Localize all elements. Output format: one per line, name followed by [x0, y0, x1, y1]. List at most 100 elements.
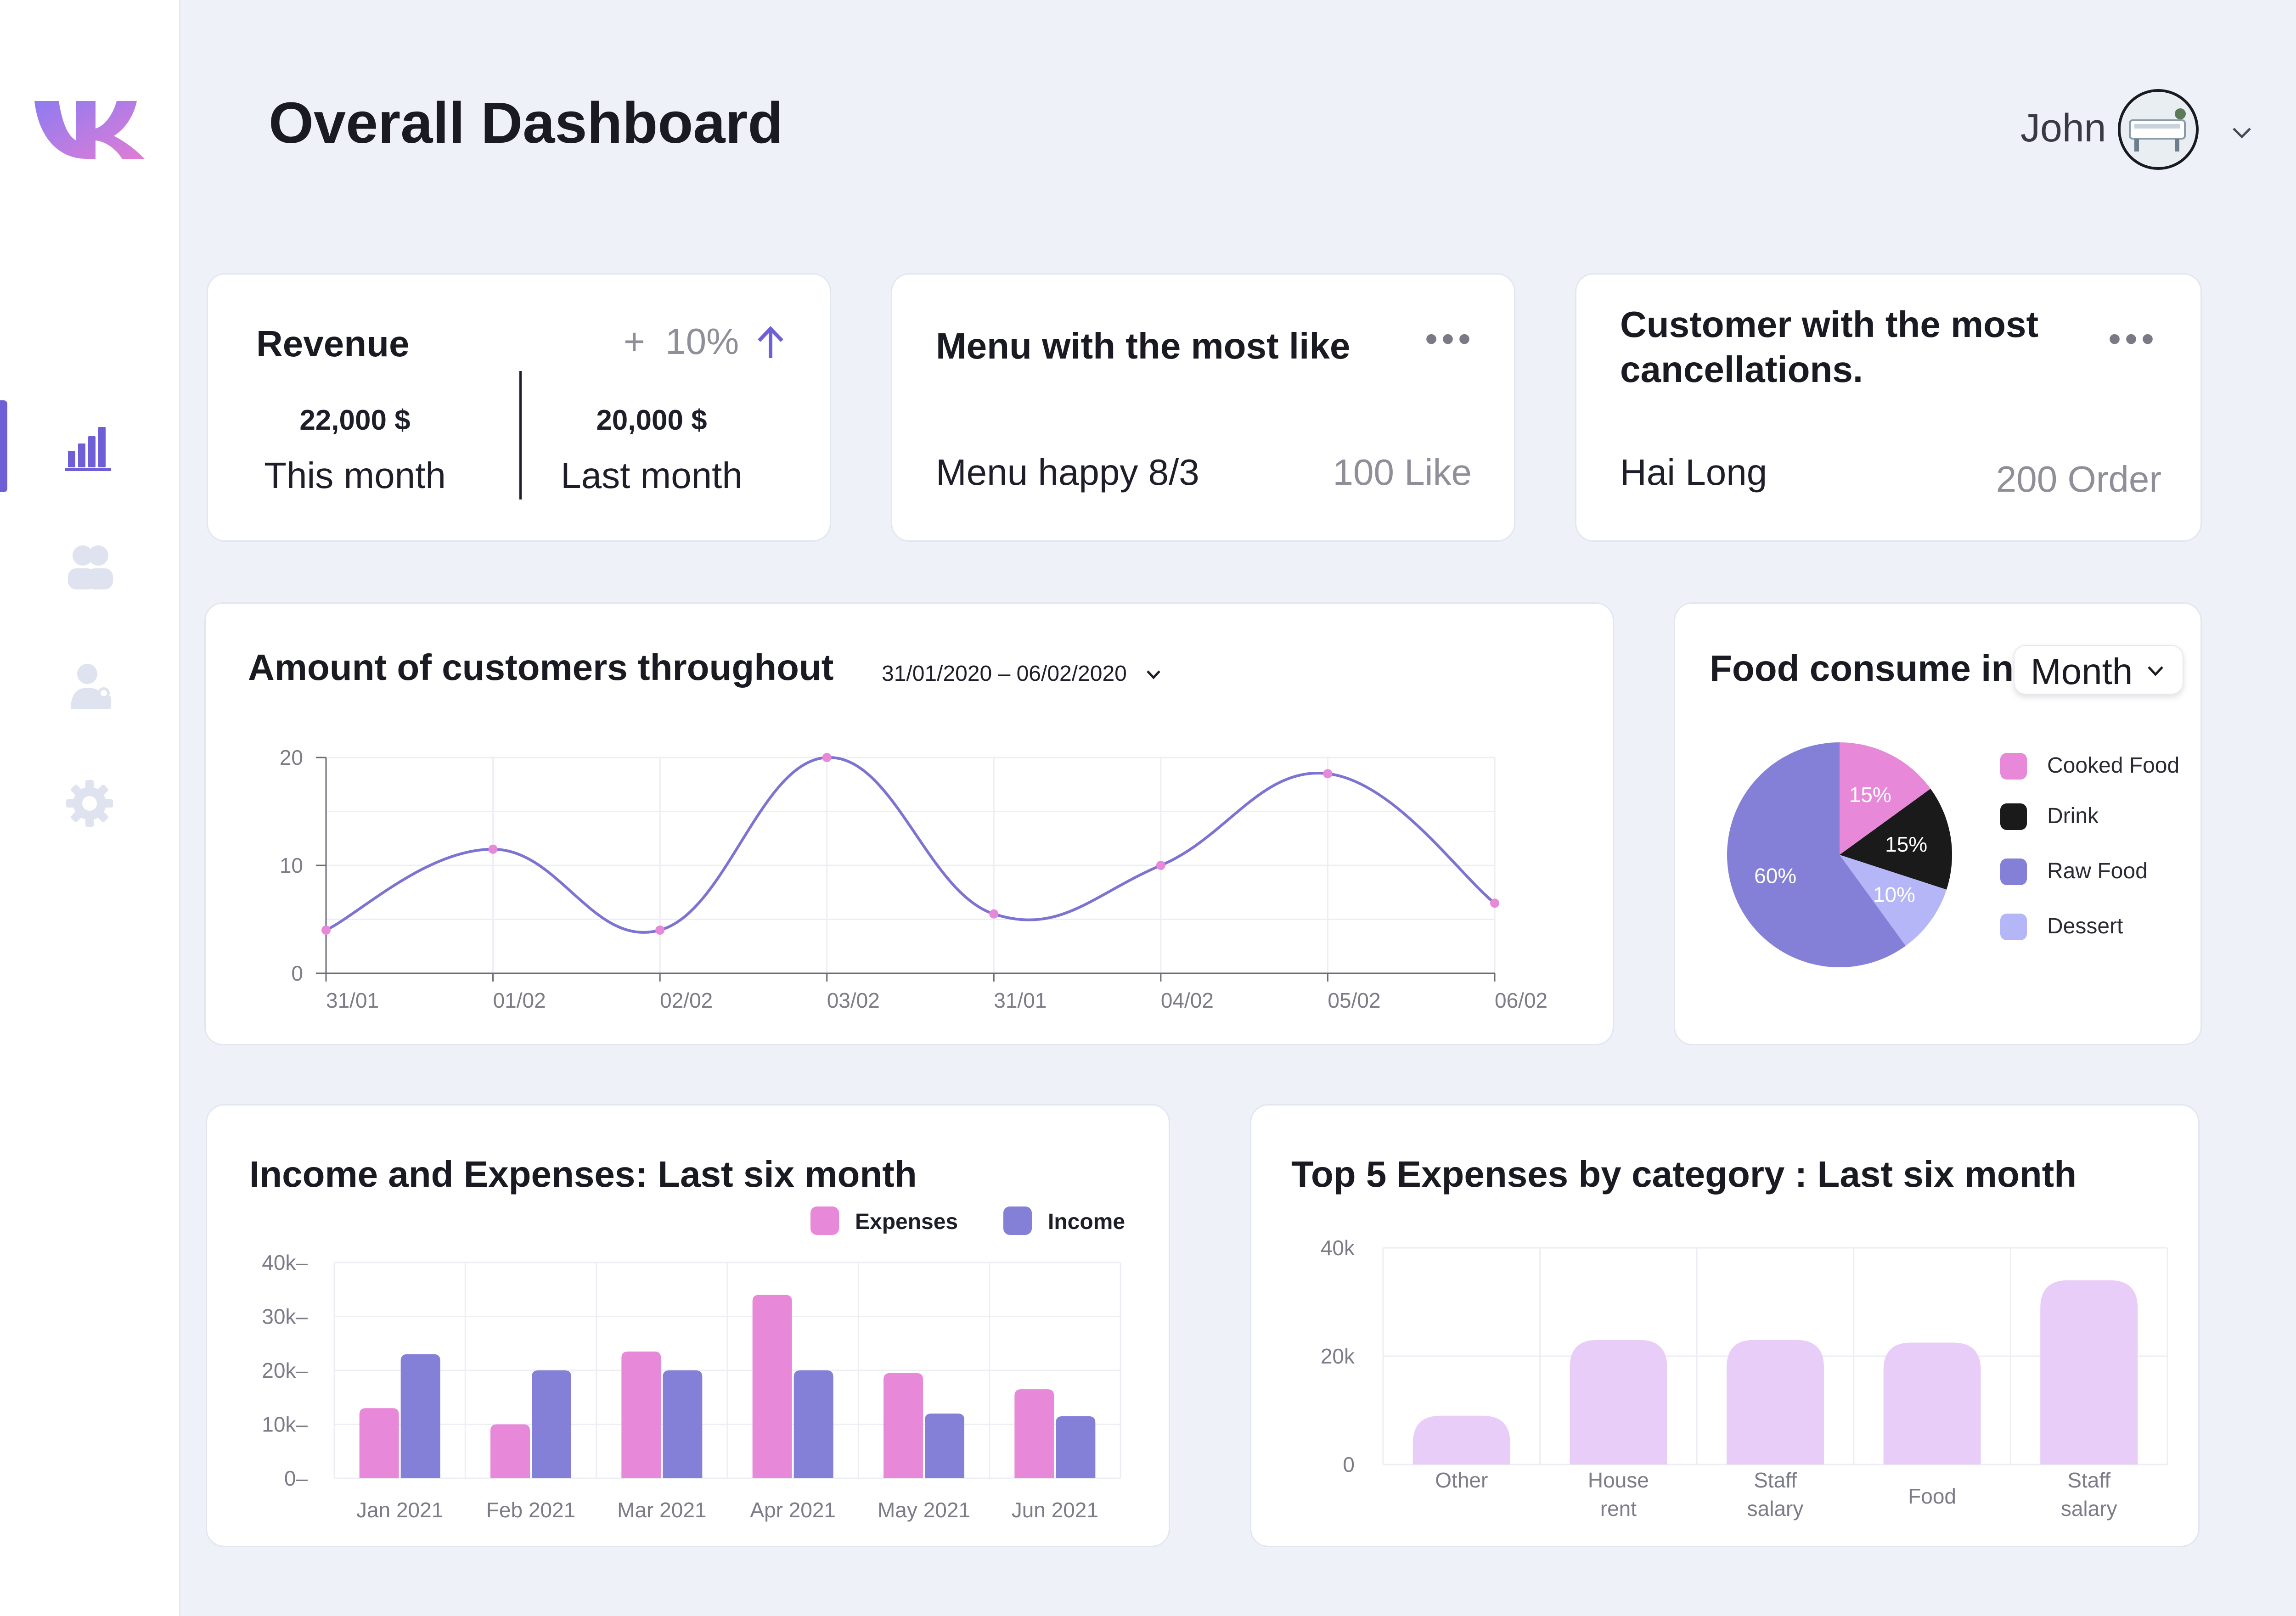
x-tick-label: 06/02 — [1495, 988, 1548, 1012]
pie-slice — [1840, 788, 1952, 890]
menu-like-card: Menu with the most like ••• Menu happy 8… — [891, 273, 1515, 542]
expense-bar — [1570, 1340, 1667, 1464]
legend-swatch — [2000, 753, 2027, 780]
user-name[interactable]: John — [2020, 106, 2106, 150]
users-icon[interactable] — [64, 542, 115, 592]
chart-icon[interactable] — [64, 422, 115, 473]
x-tick-label: 31/01 — [326, 988, 379, 1012]
bar-income — [925, 1414, 964, 1478]
chevron-down-icon — [2148, 666, 2163, 676]
y-tick-label: 10k– — [262, 1413, 308, 1436]
legend-label: Cooked Food — [2047, 753, 2180, 778]
cancellations-name: Hai Long — [1620, 452, 1767, 493]
bar-expenses — [1014, 1389, 1054, 1478]
expense-bar — [1412, 1415, 1510, 1464]
customers-chart-title: Amount of customers throughout — [248, 647, 834, 688]
x-tick-label: Jan 2021 — [356, 1498, 443, 1522]
legend-label: Raw Food — [2047, 859, 2148, 883]
y-tick-label: 10 — [280, 853, 303, 877]
y-tick-label: 20 — [280, 746, 303, 769]
menu-like-name: Menu happy 8/3 — [936, 452, 1199, 493]
customers-series-line — [325, 756, 1496, 934]
x-tick-label: salary — [2061, 1497, 2117, 1521]
date-range-picker[interactable]: 31/01/2020 – 06/02/2020 — [882, 661, 1165, 686]
data-point — [1490, 898, 1499, 908]
x-tick-label: salary — [1747, 1497, 1804, 1521]
legend-swatch — [1003, 1206, 1032, 1235]
gear-icon[interactable] — [64, 778, 115, 829]
period-select[interactable]: Month — [2014, 645, 2183, 695]
top-expenses-title: Top 5 Expenses by category : Last six mo… — [1291, 1154, 2077, 1195]
user-icon[interactable] — [64, 661, 115, 712]
income-expenses-title: Income and Expenses: Last six month — [249, 1154, 917, 1195]
x-tick-label: Food — [1908, 1484, 1956, 1508]
expense-bar — [2040, 1280, 2138, 1464]
revenue-change: + 10% — [624, 320, 739, 363]
this-month-label: This month — [264, 455, 446, 496]
data-point — [1156, 861, 1165, 870]
y-tick-label: 0 — [1343, 1453, 1355, 1476]
x-tick-label: 01/02 — [493, 988, 546, 1012]
cancellations-title-line2: cancellations. — [1620, 349, 1863, 390]
nav-active-indicator — [0, 400, 7, 492]
y-tick-label: 20k — [1321, 1344, 1355, 1368]
legend-swatch — [810, 1206, 839, 1235]
legend-swatch — [2000, 858, 2027, 885]
pie-slice — [1727, 742, 1906, 967]
y-tick-label: 40k — [1321, 1236, 1355, 1260]
data-point — [1323, 769, 1333, 779]
x-tick-label: 03/02 — [827, 988, 880, 1012]
x-tick-label: rent — [1600, 1497, 1637, 1521]
bar-expenses — [490, 1424, 530, 1478]
x-tick-label: Staff — [1754, 1468, 1797, 1492]
revenue-change-prefix: + — [624, 321, 645, 362]
avatar[interactable] — [2118, 89, 2199, 170]
bar-income — [532, 1370, 571, 1478]
bar-income — [400, 1354, 440, 1478]
y-tick-label: 20k– — [262, 1358, 308, 1382]
menu-like-value: 100 Like — [1333, 452, 1472, 493]
x-tick-label: Feb 2021 — [486, 1498, 575, 1522]
x-tick-label: Mar 2021 — [617, 1498, 706, 1522]
data-point — [989, 909, 999, 919]
y-tick-label: 0 — [291, 961, 303, 985]
food-chart-title: Food consume in — [1710, 648, 2014, 689]
bar-income — [1056, 1416, 1096, 1478]
y-tick-label: 40k– — [262, 1251, 308, 1274]
arrow-up-icon — [758, 326, 783, 358]
pie-slice — [1840, 855, 1947, 946]
legend-swatch — [2000, 914, 2027, 940]
bar-income — [793, 1370, 833, 1478]
chevron-down-icon — [1147, 670, 1161, 679]
bar-expenses — [359, 1408, 399, 1478]
pie-slice-label: 10% — [1873, 882, 1915, 906]
expense-bar — [1727, 1340, 1824, 1464]
legend-label: Dessert — [2047, 914, 2123, 938]
data-point — [321, 926, 331, 935]
bar-expenses — [752, 1295, 792, 1478]
pie-slice-label: 60% — [1754, 864, 1796, 887]
x-tick-label: Staff — [2067, 1468, 2110, 1492]
y-tick-label: 0– — [284, 1466, 308, 1490]
pie-slice — [1840, 742, 1931, 855]
x-tick-label: Jun 2021 — [1012, 1498, 1098, 1522]
cancellations-title-line1: Customer with the most — [1620, 304, 2039, 345]
last-month-label: Last month — [561, 455, 743, 496]
legend-label: Drink — [2047, 804, 2099, 828]
date-range-value: 31/01/2020 – 06/02/2020 — [882, 662, 1127, 686]
expense-bar — [1883, 1342, 1981, 1464]
legend-swatch — [2000, 803, 2027, 830]
legend-label: Income — [1048, 1210, 1125, 1234]
chevron-down-icon[interactable] — [2228, 118, 2256, 146]
vk-logo[interactable] — [32, 92, 147, 161]
bar-expenses — [884, 1373, 923, 1478]
x-tick-label: Apr 2021 — [750, 1498, 836, 1522]
revenue-card: Revenue + 10% 22,000 $ This month 20,000… — [207, 273, 831, 542]
x-tick-label: 31/01 — [994, 988, 1047, 1012]
legend-label: Expenses — [855, 1210, 958, 1234]
revenue-change-value: 10% — [665, 321, 739, 362]
